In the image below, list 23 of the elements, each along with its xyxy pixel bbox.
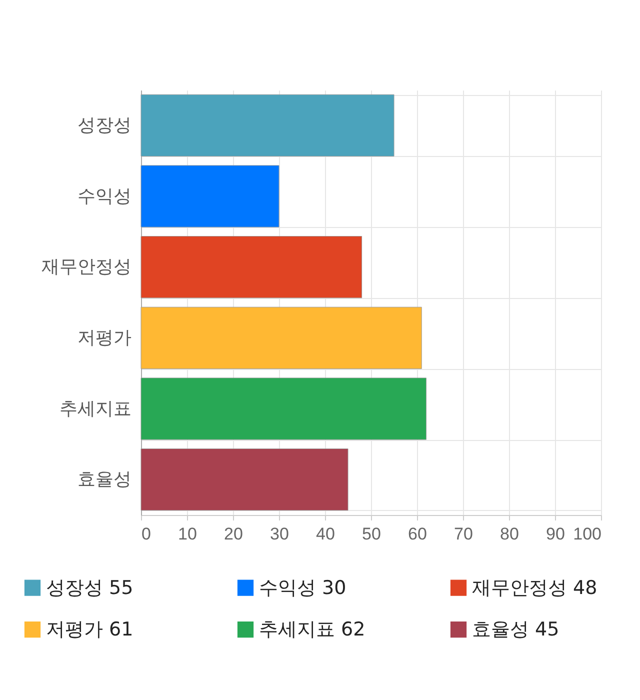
x-tick-label: 60 xyxy=(408,524,427,544)
legend-label: 재무안정성 48 xyxy=(472,576,598,599)
y-tick-label: 재무안정성 xyxy=(42,256,132,278)
x-tick-label: 100 xyxy=(573,524,602,544)
legend-label: 성장성 55 xyxy=(46,576,134,599)
y-tick-label: 성장성 xyxy=(78,114,132,136)
x-tick-label: 90 xyxy=(546,524,565,544)
x-tick-label: 20 xyxy=(224,524,243,544)
x-tick-label: 80 xyxy=(500,524,519,544)
x-tick-label: 0 xyxy=(142,524,151,544)
y-tick-label: 수익성 xyxy=(78,186,132,207)
x-tick-label: 10 xyxy=(178,524,197,544)
y-tick-label: 추세지표 xyxy=(60,398,132,420)
legend-label: 수익성 30 xyxy=(259,576,346,599)
y-tick-label: 저평가 xyxy=(78,327,132,348)
legend-label: 효율성 45 xyxy=(472,618,560,640)
x-tick-label: 40 xyxy=(316,524,335,544)
x-tick-label: 70 xyxy=(454,524,473,544)
x-tick-label: 50 xyxy=(362,524,381,544)
y-tick-label: 효율성 xyxy=(78,469,132,490)
x-tick-label: 30 xyxy=(270,524,289,544)
legend-label: 추세지표 62 xyxy=(259,618,366,640)
legend-label: 저평가 61 xyxy=(46,618,134,640)
